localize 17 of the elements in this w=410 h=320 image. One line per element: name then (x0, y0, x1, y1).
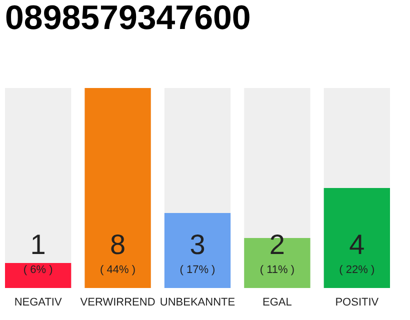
chart-title: 0898579347600 (5, 0, 251, 37)
x-tick-label: UNBEKANNTE (160, 296, 236, 308)
bar (5, 263, 72, 288)
annotation: ( 6% ) (23, 264, 53, 276)
annotation: ( 17% ) (180, 264, 216, 276)
annotation: ( 22% ) (339, 264, 375, 276)
data-label: 3 (190, 229, 206, 260)
data-label: 8 (110, 229, 126, 260)
annotation: ( 44% ) (100, 264, 136, 276)
x-tick-label: EGAL (262, 296, 292, 308)
x-tick-label: NEGATIV (14, 296, 62, 308)
data-label: 1 (30, 229, 46, 260)
data-label: 2 (269, 229, 285, 260)
x-tick-label: POSITIV (335, 296, 380, 308)
annotation: ( 11% ) (260, 264, 295, 276)
x-tick-label: VERWIRREND (80, 296, 156, 308)
data-label: 4 (349, 229, 365, 260)
